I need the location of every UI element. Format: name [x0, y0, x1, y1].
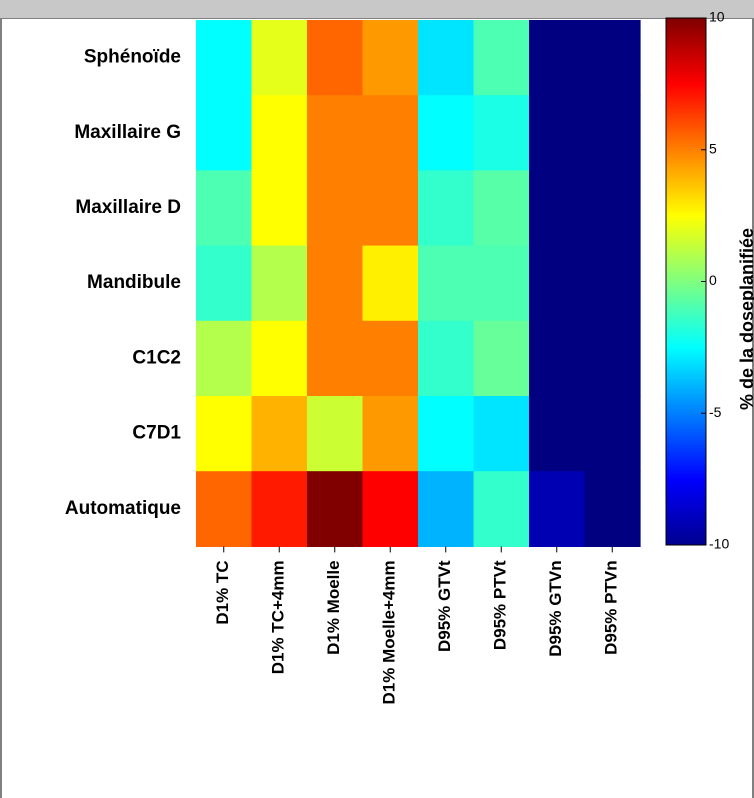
heatmap-cell [196, 95, 253, 171]
heatmap-cell [196, 170, 253, 247]
heatmap-cell [529, 396, 586, 472]
heatmap-cell [584, 20, 641, 96]
column-label: D95% GTVt [435, 560, 454, 652]
heatmap-cell [307, 471, 364, 547]
column-label: D95% PTVt [491, 560, 510, 650]
heatmap-cell [362, 245, 419, 322]
colorbar-tick-label: -10 [709, 536, 729, 552]
heatmap-cell [251, 95, 308, 171]
heatmap-cell [196, 471, 253, 547]
colorbar-tick-label: 0 [709, 272, 717, 288]
colorbar [665, 17, 707, 546]
heatmap-cell [307, 170, 364, 247]
heatmap-cell [307, 20, 364, 96]
heatmap-cell [307, 245, 364, 322]
column-label: D95% GTVn [546, 560, 565, 656]
heatmap-cell [196, 245, 253, 322]
x-axis-ticks [223, 546, 613, 553]
heatmap-cell [362, 396, 419, 472]
heatmap-cell [251, 245, 308, 322]
heatmap-cell [584, 245, 641, 322]
heatmap-cell [362, 20, 419, 96]
heatmap-cell [418, 396, 475, 472]
heatmap-cell [251, 20, 308, 96]
column-label: D1% Moelle+4mm [380, 560, 399, 704]
colorbar-tick-label: 5 [709, 140, 717, 156]
heatmap-cell [251, 320, 308, 397]
colorbar-tick-label: -5 [709, 404, 722, 420]
heatmap-cell [362, 471, 419, 547]
heatmap-cell [418, 320, 475, 397]
heatmap-cell [196, 20, 253, 96]
heatmap-cell [584, 320, 641, 397]
row-label: Mandibule [87, 272, 181, 293]
heatmap-cell [473, 320, 530, 397]
row-label: C1C2 [132, 347, 181, 368]
row-label: C7D1 [132, 423, 181, 444]
heatmap-cell [362, 170, 419, 247]
column-label: D95% PTVn [602, 560, 621, 654]
column-label: D1% Moelle [324, 560, 343, 654]
window-right-border [752, 18, 754, 798]
heatmap-cell [418, 170, 475, 247]
heatmap-cell [473, 471, 530, 547]
column-labels: D1% TC D1% TC+4mm D1% Moelle D1% Moelle+4mm… [213, 560, 621, 704]
heatmap-cell [529, 20, 586, 96]
row-label: Automatique [65, 498, 181, 519]
heatmap-cell [362, 320, 419, 397]
window-left-border [0, 18, 2, 798]
heatmap-cell [529, 95, 586, 171]
row-labels: Sphénoïde Maxillaire G Maxillaire D Mandibu… [65, 47, 182, 519]
colorbar-ticks: 10 5 0 -5 -10 [701, 9, 729, 552]
heatmap-cell [251, 471, 308, 547]
heatmap-cells [196, 20, 641, 547]
heatmap-cell [584, 95, 641, 171]
heatmap-cell [584, 396, 641, 472]
heatmap-cell [584, 170, 641, 247]
heatmap-cell [473, 170, 530, 247]
colorbar-label: % de la doseplanifiée [737, 228, 754, 410]
heatmap-cell [418, 471, 475, 547]
heatmap-cell [529, 245, 586, 322]
heatmap-cell [251, 170, 308, 247]
row-label: Maxillaire D [75, 197, 181, 218]
heatmap-cell [529, 170, 586, 247]
heatmap-cell [307, 320, 364, 397]
column-label: D1% TC [213, 560, 232, 624]
heatmap-cell [584, 471, 641, 547]
heatmap-cell [473, 396, 530, 472]
heatmap-cell [529, 471, 586, 547]
heatmap-cell [307, 396, 364, 472]
colorbar-tick-label: 10 [709, 9, 725, 25]
row-label: Maxillaire G [74, 122, 181, 143]
heatmap-cell [196, 320, 253, 397]
column-label: D1% TC+4mm [269, 560, 288, 674]
heatmap-cell [529, 320, 586, 397]
heatmap-cell [418, 95, 475, 171]
row-label: Sphénoïde [84, 47, 181, 68]
heatmap-cell [307, 95, 364, 171]
heatmap-cell [251, 396, 308, 472]
heatmap-cell [473, 20, 530, 96]
heatmap-cell [473, 245, 530, 322]
heatmap-cell [418, 245, 475, 322]
heatmap-cell [418, 20, 475, 96]
heatmap-cell [196, 396, 253, 472]
window-title-bar [0, 0, 754, 19]
heatmap-cell [362, 95, 419, 171]
heatmap-cell [473, 95, 530, 171]
